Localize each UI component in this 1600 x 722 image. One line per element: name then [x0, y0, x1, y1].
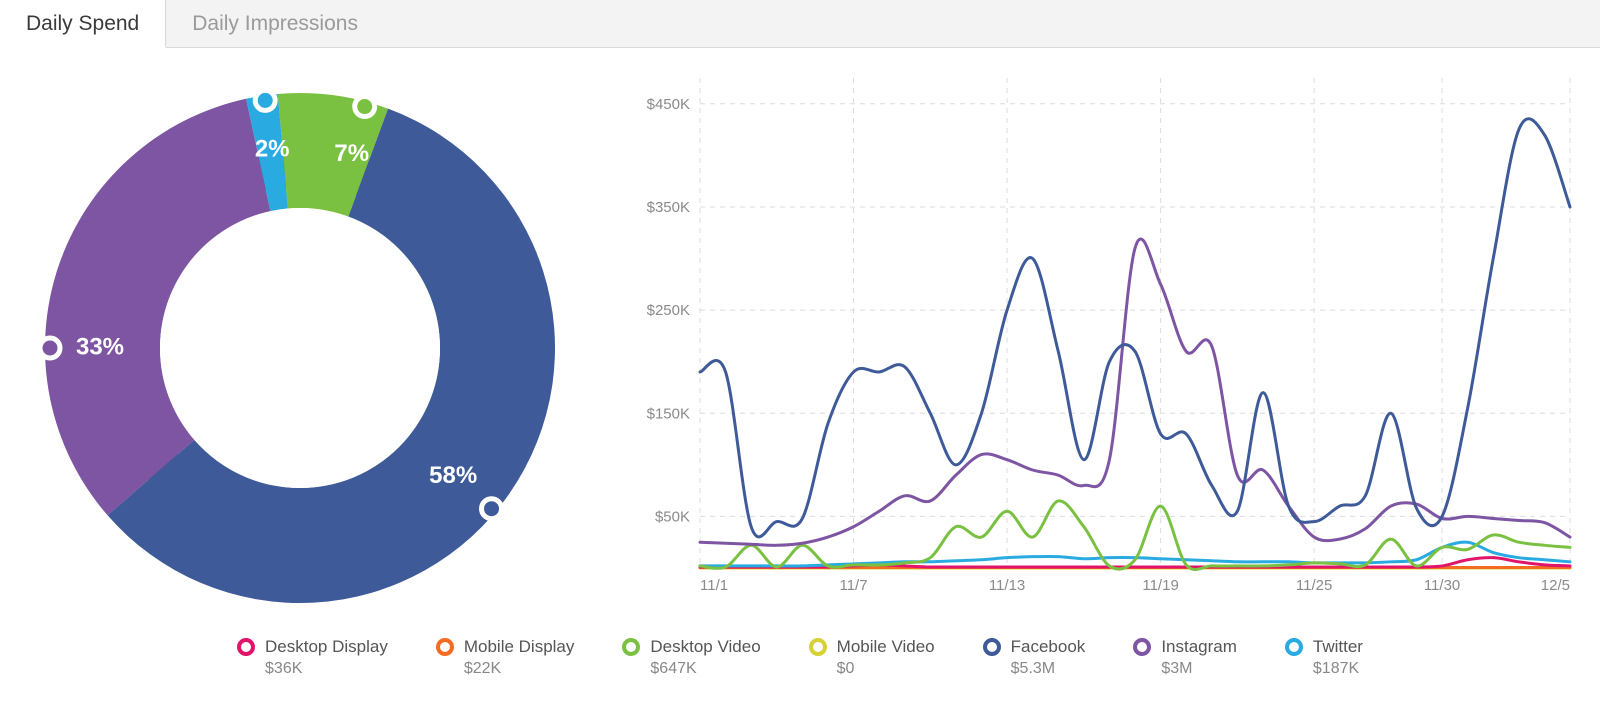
y-tick-label: $450K	[647, 96, 690, 113]
y-tick-label: $250K	[647, 302, 690, 319]
legend-label: Instagram$3M	[1161, 636, 1237, 679]
donut-chart: 58% 33% 2% 7%	[20, 58, 580, 618]
donut-slice-label: 7%	[334, 140, 369, 167]
legend-label: Desktop Display$36K	[265, 636, 388, 679]
legend-item[interactable]: Desktop Video$647K	[622, 636, 760, 679]
legend-swatch	[1285, 638, 1303, 656]
line-chart: $50K $150K $250K $350K $450K 11/1 11/7 11/13 11/…	[620, 58, 1580, 618]
donut-marker	[255, 90, 275, 110]
legend-item[interactable]: Instagram$3M	[1133, 636, 1237, 679]
legend-label: Desktop Video$647K	[650, 636, 760, 679]
legend-swatch	[436, 638, 454, 656]
legend-swatch	[809, 638, 827, 656]
legend-item[interactable]: Twitter$187K	[1285, 636, 1363, 679]
donut-slice-label: 58%	[429, 462, 477, 489]
legend-label: Facebook$5.3M	[1011, 636, 1086, 679]
legend-swatch	[1133, 638, 1151, 656]
charts-row: 58% 33% 2% 7% $50K $150K $250K $350K $450K 11/1 1…	[0, 48, 1600, 618]
donut-slice-label: 33%	[76, 333, 124, 360]
legend-swatch	[237, 638, 255, 656]
y-tick-label: $50K	[655, 508, 690, 525]
y-tick-label: $350K	[647, 199, 690, 216]
legend-item[interactable]: Mobile Video$0	[809, 636, 935, 679]
x-tick-label: 11/30	[1424, 577, 1460, 594]
legend-item[interactable]: Desktop Display$36K	[237, 636, 388, 679]
x-tick-label: 11/7	[839, 577, 867, 594]
tab-daily-impressions[interactable]: Daily Impressions	[166, 0, 384, 47]
donut-slice-label: 2%	[255, 135, 290, 162]
legend-swatch	[983, 638, 1001, 656]
line-series[interactable]	[700, 239, 1570, 545]
y-tick-label: $150K	[647, 405, 690, 422]
x-tick-label: 11/25	[1296, 577, 1332, 594]
x-tick-label: 11/13	[989, 577, 1025, 594]
line-series[interactable]	[700, 119, 1570, 537]
x-tick-label: 11/19	[1142, 577, 1178, 594]
donut-marker	[40, 338, 60, 358]
legend-swatch	[622, 638, 640, 656]
legend-label: Twitter$187K	[1313, 636, 1363, 679]
donut-marker	[482, 499, 502, 519]
legend-label: Mobile Video$0	[837, 636, 935, 679]
tab-label: Daily Impressions	[192, 12, 358, 35]
x-tick-label: 11/1	[700, 577, 728, 594]
tab-daily-spend[interactable]: Daily Spend	[0, 0, 166, 48]
x-tick-label: 12/5	[1541, 577, 1570, 594]
legend-label: Mobile Display$22K	[464, 636, 575, 679]
tab-label: Daily Spend	[26, 12, 139, 35]
tabs: Daily Spend Daily Impressions	[0, 0, 1600, 48]
line-series[interactable]	[700, 542, 1570, 566]
legend-item[interactable]: Facebook$5.3M	[983, 636, 1086, 679]
donut-marker	[355, 97, 375, 117]
legend-item[interactable]: Mobile Display$22K	[436, 636, 575, 679]
legend: Desktop Display$36K Mobile Display$22K Des…	[0, 618, 1600, 679]
